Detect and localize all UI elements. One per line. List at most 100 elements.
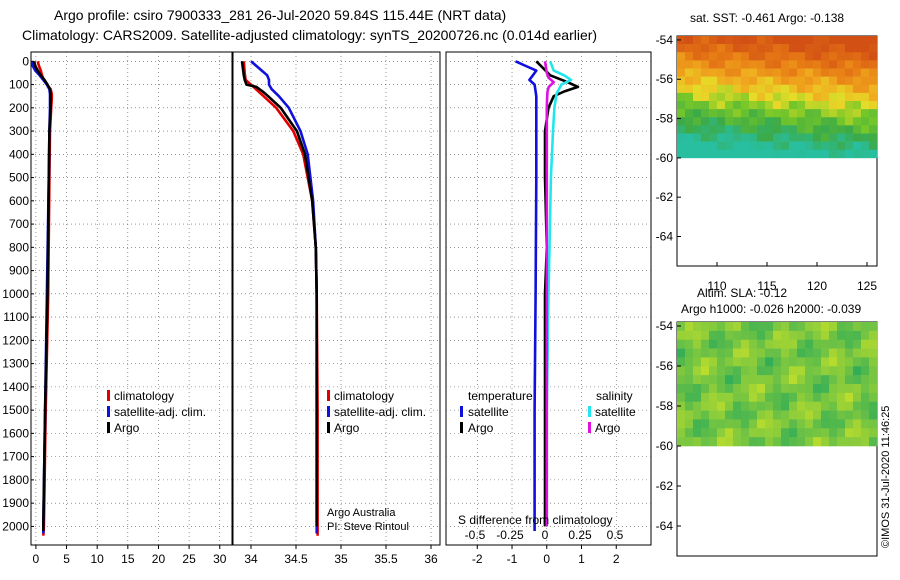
sla-cell	[741, 322, 750, 332]
sla-cell	[797, 392, 806, 403]
sst-cell	[717, 44, 726, 53]
sla-cell	[741, 410, 750, 420]
sst-cell	[765, 101, 774, 110]
sla-cell	[773, 322, 782, 332]
sst-cell	[741, 52, 750, 61]
sst-cell	[757, 149, 766, 159]
sst-cell	[693, 125, 702, 134]
series-line-argo	[240, 61, 319, 527]
sla-cell	[717, 428, 726, 438]
sst-cell	[749, 109, 758, 118]
sst-cell	[701, 44, 710, 53]
sla-cell	[725, 392, 734, 403]
legend-label-sal-argo: Argo	[595, 421, 621, 435]
sla-cell	[685, 322, 694, 332]
sla-cell	[757, 330, 766, 341]
sst-cell	[765, 76, 774, 86]
sla-cell	[829, 375, 838, 385]
sst-cell	[861, 84, 870, 94]
sla-cell	[821, 410, 830, 420]
sla-cell	[797, 375, 806, 385]
sst-cell	[773, 60, 782, 69]
sla-cell	[773, 366, 782, 376]
sst-cell	[821, 149, 830, 159]
sst-cell	[861, 44, 870, 53]
sla-cell	[677, 410, 686, 420]
sla-cell	[837, 401, 846, 411]
sla-cell	[861, 339, 870, 349]
sst-cell	[773, 125, 782, 134]
sst-cell	[869, 60, 878, 69]
legend-label-satellite: satellite-adj. clim.	[334, 405, 426, 419]
sla-cell	[869, 375, 878, 385]
sla-cell	[733, 428, 742, 438]
sla-cell	[765, 437, 774, 447]
sst-lat-label: -56	[656, 72, 674, 86]
sst-cell	[709, 76, 718, 86]
sst-cell	[837, 52, 846, 61]
sst-cell	[781, 133, 790, 142]
sst-cell	[845, 92, 854, 102]
sst-cell	[685, 60, 694, 69]
sla-cell	[733, 384, 742, 394]
sst-cell	[821, 141, 830, 151]
sst-cell	[813, 141, 822, 151]
sla-cell	[701, 330, 710, 341]
sst-cell	[693, 141, 702, 151]
sst-cell	[853, 141, 862, 151]
sst-cell	[709, 133, 718, 142]
sla-cell	[845, 339, 854, 349]
sst-lon-label: 120	[807, 279, 827, 293]
sla-cell	[837, 437, 846, 447]
sla-cell	[677, 428, 686, 438]
sla-cell	[821, 366, 830, 376]
sla-cell	[869, 428, 878, 438]
sla-cell	[861, 401, 870, 411]
legend-swatch-sal-argo	[588, 422, 591, 433]
sst-cell	[837, 84, 846, 94]
sla-cell	[717, 419, 726, 429]
legend-title-salinity: salinity	[596, 389, 633, 403]
difference-legend: temperature salinity satellite Argo sate…	[460, 389, 636, 435]
sst-cell	[861, 133, 870, 142]
difference-panel	[445, 51, 652, 546]
sst-cell	[845, 117, 854, 126]
sla-cell	[685, 437, 694, 447]
sst-cell	[845, 149, 854, 159]
sla-cell	[837, 410, 846, 420]
sst-cell	[805, 92, 814, 102]
sla-cell	[813, 384, 822, 394]
sst-cell	[821, 36, 830, 45]
sst-cell	[837, 101, 846, 110]
sla-cell	[733, 348, 742, 358]
sst-cell	[813, 117, 822, 126]
y-tick-label: 1800	[2, 473, 29, 487]
sla-cell	[869, 357, 878, 367]
sst-cell	[701, 92, 710, 102]
sst-cell	[765, 60, 774, 69]
x-tick-label: 25	[182, 552, 196, 566]
legend-title-temperature: temperature	[468, 389, 533, 403]
sla-cell	[725, 410, 734, 420]
sst-cell	[677, 101, 686, 110]
sst-cell	[781, 101, 790, 110]
sst-cell	[693, 92, 702, 102]
sla-cell	[861, 384, 870, 394]
sst-cell	[781, 141, 790, 151]
sst-cell	[829, 92, 838, 102]
sst-cell	[869, 68, 878, 77]
sst-cell	[717, 109, 726, 118]
x-tick-label: 30	[213, 552, 227, 566]
x-tick-label: 0	[543, 552, 550, 566]
sst-cell	[805, 76, 814, 86]
sst-cell	[821, 76, 830, 86]
legend-swatch-satellite	[107, 406, 110, 417]
sla-cell	[733, 357, 742, 367]
legend-label-argo: Argo	[334, 421, 360, 435]
sst-cell	[789, 125, 798, 134]
sla-cell	[685, 357, 694, 367]
sla-cell	[757, 410, 766, 420]
sst-cell	[733, 141, 742, 151]
series-line-satellite-adj-clim-	[250, 60, 319, 534]
